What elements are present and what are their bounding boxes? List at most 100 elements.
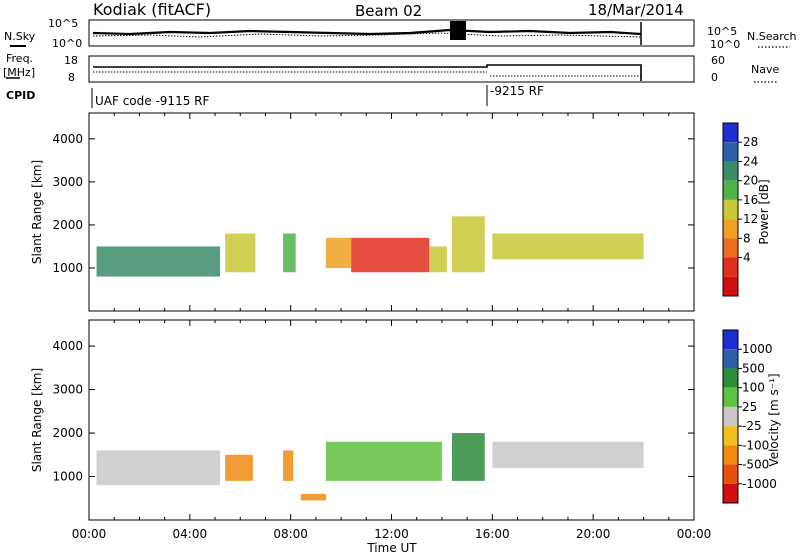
freq-tick-top: 18 — [64, 54, 78, 67]
power-echo-region — [283, 233, 296, 273]
velocity-colorbar-tick-label: 25 — [742, 400, 757, 414]
nsearch-label: N.Search — [747, 30, 797, 43]
power-colorbar-frame — [722, 122, 739, 297]
power-colorbar-block — [723, 219, 738, 239]
nave-tick-bottom: 0 — [711, 71, 718, 84]
velocity-echo-region — [283, 450, 294, 481]
power-ytick-label: 1000 — [52, 261, 83, 275]
velocity-ylabel: Slant Range [km] — [30, 368, 44, 472]
velocity-colorbar: 1000 500 100 25 -25 -100 -500 -1000 Velocity [m… — [722, 329, 781, 504]
velocity-ytick-label: 1000 — [52, 470, 83, 484]
power-colorbar-tick-label: 16 — [743, 193, 758, 207]
velocity-colorbar-frame — [722, 329, 739, 504]
power-echo-region — [225, 233, 256, 273]
velocity-colorbar-block — [723, 368, 738, 388]
velocity-colorbar-block — [723, 387, 738, 407]
power-ytick-label: 3000 — [52, 175, 83, 189]
power-colorbar-tick-label: 20 — [743, 174, 758, 188]
power-echo-region — [452, 216, 485, 273]
freq-panel: Freq. [MHz] 18 8 60 0 Nave — [3, 52, 779, 84]
power-colorbar-block — [723, 257, 738, 277]
power-colorbar-block — [723, 161, 738, 181]
power-colorbar-block — [723, 238, 738, 258]
velocity-echo-region — [96, 450, 221, 486]
power-panel-frame — [88, 112, 695, 312]
power-ylabel: Slant Range [km] — [30, 160, 44, 264]
nave-trace — [93, 71, 641, 77]
power-colorbar-tick-label: 12 — [743, 212, 758, 226]
power-colorbar-tick-label: 8 — [743, 231, 751, 245]
noise-tick-right-bottom: 10^0 — [710, 38, 740, 51]
power-echo-region — [492, 233, 644, 260]
freq-label: Freq. — [6, 52, 33, 65]
power-ytick-label: 4000 — [52, 132, 83, 146]
power-colorbar-block — [723, 142, 738, 162]
power-colorbar-tick-label: 28 — [743, 135, 758, 149]
nsky-trace — [92, 28, 642, 36]
noise-tick-left-bottom: 10^0 — [52, 37, 82, 50]
velocity-colorbar-tick-label: -1000 — [742, 477, 777, 491]
noise-tick-left-top: 10^5 — [48, 17, 78, 30]
velocity-colorbar-block — [723, 330, 738, 350]
power-colorbar-block — [723, 123, 738, 143]
velocity-panel: 1000 2000 3000 4000 Slant Range [km] — [30, 319, 695, 521]
power-colorbar-tick-label: 24 — [743, 154, 758, 168]
velocity-colorbar-block — [723, 349, 738, 369]
power-colorbar-block — [723, 276, 738, 296]
velocity-colorbar-block — [723, 406, 738, 427]
velocity-colorbar-tick-label: 1000 — [742, 342, 773, 356]
cpid-label: CPID — [6, 89, 35, 102]
station-title: Kodiak (fitACF) — [93, 0, 211, 19]
freq-unit: [MHz] — [3, 66, 35, 79]
noise-panel-frame — [88, 19, 695, 47]
velocity-colorbar-tick-label: 100 — [742, 381, 765, 395]
noise-panel: N.Sky 10^5 10^0 10^5 10^0 N.Search — [4, 17, 797, 51]
power-echo-region — [96, 246, 221, 277]
velocity-ytick-label: 3000 — [52, 383, 83, 397]
power-colorbar-block — [723, 180, 738, 200]
power-echo-region — [325, 237, 352, 268]
freq-trace — [93, 64, 642, 81]
power-panel: 1000 2000 3000 4000 Slant Range [km] — [30, 112, 695, 312]
cpid-row: CPID UAF code -9115 RF -9215 RF — [6, 84, 544, 108]
velocity-colorbar-block — [723, 464, 738, 484]
velocity-colorbar-tick-label: -25 — [742, 419, 762, 433]
power-colorbar-tick-label: 4 — [743, 251, 751, 265]
velocity-colorbar-block — [723, 483, 738, 503]
velocity-echo-region — [492, 441, 644, 468]
velocity-colorbar-block — [723, 426, 738, 446]
time-axis-tick-label: 04:00 — [173, 527, 208, 541]
nsearch-trace — [92, 32, 642, 38]
freq-tick-bottom: 8 — [68, 71, 75, 84]
velocity-echo-region — [225, 454, 253, 481]
velocity-colorbar-tick-label: -500 — [742, 458, 769, 472]
velocity-ytick-label: 2000 — [52, 426, 83, 440]
velocity-echo-region — [325, 441, 442, 481]
time-axis-tick-label: 20:00 — [576, 527, 611, 541]
cpid-segment-1: UAF code -9115 RF — [95, 94, 209, 108]
power-colorbar-label: Power [dB] — [757, 179, 771, 244]
date-title: 18/Mar/2014 — [588, 1, 684, 19]
freq-panel-frame — [88, 55, 695, 83]
time-axis-tick-label: 00:00 — [677, 527, 712, 541]
velocity-colorbar-tick-label: 500 — [742, 361, 765, 375]
velocity-ytick-label: 4000 — [52, 339, 83, 353]
power-echo-region — [429, 246, 447, 273]
noise-spike-block — [450, 21, 466, 40]
time-axis-title: Time UT — [366, 541, 417, 554]
time-axis-tick-label: 08:00 — [273, 527, 308, 541]
time-axis-tick-label: 16:00 — [475, 527, 510, 541]
power-colorbar: 28 24 20 16 12 8 4 Power [dB] — [722, 122, 771, 297]
velocity-echo-region — [300, 493, 326, 501]
nave-tick-top: 60 — [711, 54, 725, 67]
cpid-segment-2: -9215 RF — [490, 84, 544, 98]
time-axis-tick-label: 12:00 — [374, 527, 409, 541]
velocity-echo-region — [452, 433, 485, 481]
beam-title: Beam 02 — [355, 2, 422, 20]
power-colorbar-block — [723, 199, 738, 220]
power-ytick-label: 2000 — [52, 218, 83, 232]
noise-tick-right-top: 10^5 — [707, 25, 737, 38]
velocity-colorbar-tick-label: -100 — [742, 438, 769, 452]
velocity-colorbar-block — [723, 445, 738, 465]
velocity-colorbar-label: Velocity [m s⁻¹] — [767, 373, 781, 466]
